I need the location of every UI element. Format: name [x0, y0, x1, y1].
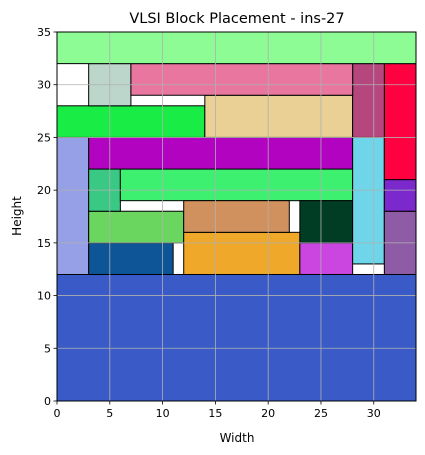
block-20: [56, 31, 417, 65]
y-axis-label: Height: [10, 196, 24, 236]
x-tick-label: 0: [54, 407, 61, 420]
block-5: [119, 168, 354, 202]
block-9: [299, 200, 354, 244]
x-tick-label: 10: [156, 407, 170, 420]
chart-title: VLSI Block Placement - ins-27: [129, 11, 344, 27]
block-11: [352, 136, 385, 265]
y-tick-label: 30: [37, 79, 51, 92]
block-19: [130, 63, 354, 96]
y-tick-label: 25: [37, 131, 51, 144]
y-tick-label: 15: [37, 237, 51, 250]
x-tick-label: 25: [314, 407, 328, 420]
block-14: [383, 63, 417, 181]
block-3: [88, 210, 185, 244]
y-tick-label: 5: [44, 342, 51, 355]
ticks-layer: 0 5 10 15 20 25 30 0 5 10 15 20 25 30 35: [37, 26, 381, 420]
block-8: [299, 242, 354, 275]
x-tick-label: 30: [367, 407, 381, 420]
block-17: [352, 63, 385, 138]
plot-frame: [56, 31, 417, 402]
x-axis-label: Width: [220, 431, 255, 445]
block-2: [88, 242, 174, 275]
block-1: [56, 136, 90, 275]
block-10: [88, 136, 354, 170]
block-7: [183, 200, 290, 233]
block-13: [383, 179, 417, 212]
y-tick-label: 0: [44, 395, 51, 408]
y-tick-label: 35: [37, 26, 51, 39]
block-0: [56, 273, 417, 402]
x-tick-label: 5: [106, 407, 113, 420]
blocks-layer: [56, 31, 417, 402]
block-15: [56, 105, 206, 138]
y-tick-label: 10: [37, 290, 51, 303]
block-6: [183, 231, 301, 275]
block-16: [204, 94, 354, 138]
y-tick-label: 20: [37, 184, 51, 197]
x-tick-label: 20: [261, 407, 275, 420]
x-tick-label: 15: [208, 407, 222, 420]
